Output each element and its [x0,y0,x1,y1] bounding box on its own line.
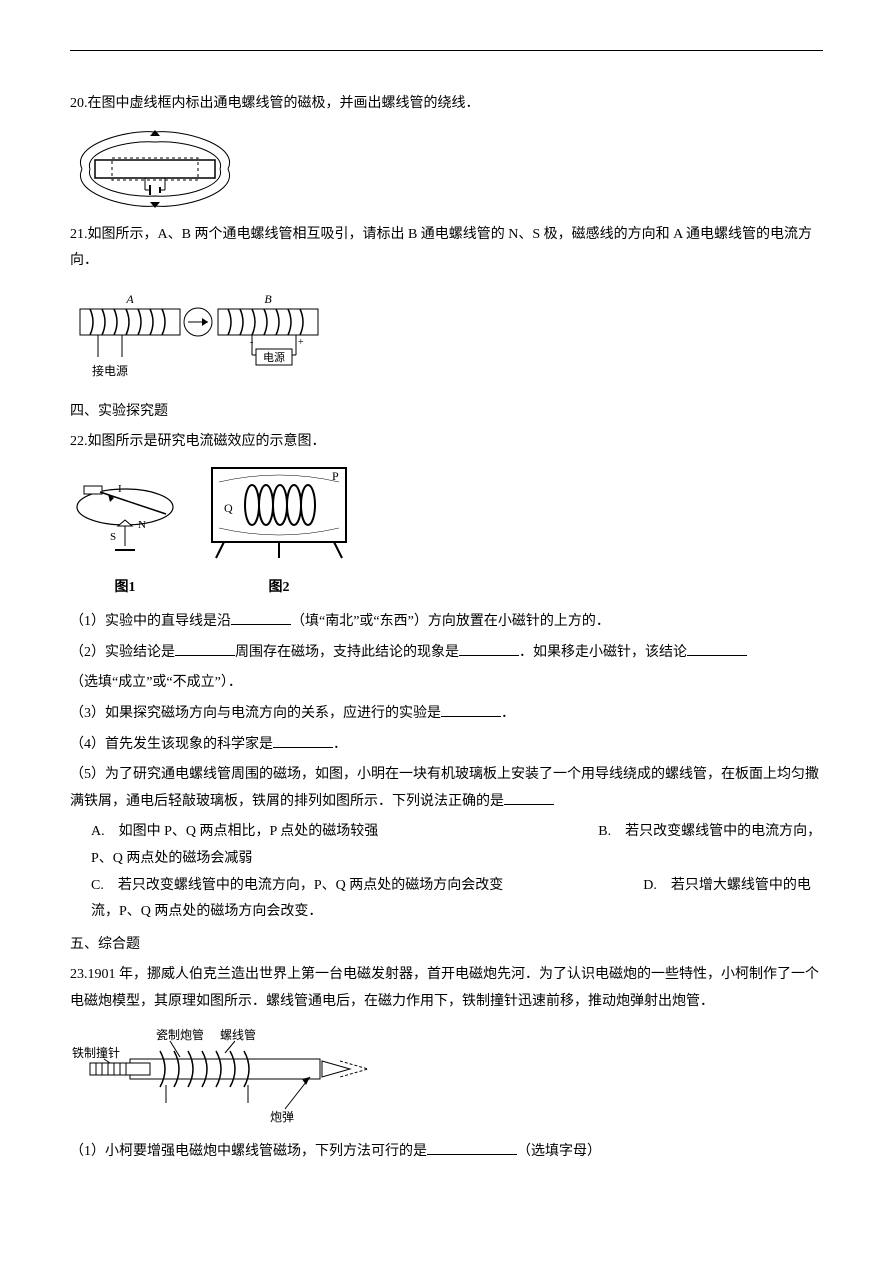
q20-figure [70,124,823,214]
svg-text:S: S [110,531,116,543]
blank [504,791,554,805]
svg-text:I: I [118,483,122,495]
q22-p3a: （3）如果探究磁场方向与电流方向的关系，应进行的实验是 [70,706,441,721]
iron-filings-board-icon: P Q [204,462,354,562]
svg-text:N: N [138,519,146,531]
q22-p2c: ．如果移走小磁针，该结论 [519,645,687,660]
q22-p4a: （4）首先发生该现象的科学家是 [70,737,273,752]
svg-text:Q: Q [224,501,233,515]
q22-part3: （3）如果探究磁场方向与电流方向的关系，应进行的实验是 ． [70,701,823,728]
q22-part2b: （选填“成立”或“不成立”）． [70,670,823,697]
q22-p1b: （填“南北”或“东西”）方向放置在小磁针的上方的． [291,614,610,629]
q20-text: 在图中虚线框内标出通电螺线管的磁极，并画出螺线管的绕线． [88,96,480,111]
q22-part1: （1）实验中的直导线是沿 （填“南北”或“东西”）方向放置在小磁针的上方的． [70,609,823,636]
q21-text: 如图所示，A、B 两个通电螺线管相互吸引，请标出 B 通电螺线管的 N、S 极，… [70,227,812,269]
q20-number: 20. [70,96,88,111]
question-23: 23.1901 年，挪威人伯克兰造出世界上第一台电磁发射器，首开电磁炮先河．为了… [70,962,823,1015]
label-coil: 螺线管 [220,1027,256,1042]
blank [441,703,501,717]
em-gun-icon: 瓷制炮管 螺线管 铁制撞针 炮弹 [70,1021,370,1131]
q22-part5: （5）为了研究通电螺线管周围的磁场，如图，小明在一块有机玻璃板上安装了一个用导线… [70,762,823,815]
q22-p4b: ． [333,737,347,752]
svg-text:P: P [332,469,339,483]
blank [459,642,519,656]
question-22: 22.如图所示是研究电流磁效应的示意图． [70,429,823,456]
label-a: A [125,292,134,306]
q22-figure: I N S 图1 P Q [70,462,823,601]
section-5-title: 五、综合题 [70,932,823,959]
question-20: 20.在图中虚线框内标出通电螺线管的磁极，并画出螺线管的绕线． [70,91,823,118]
question-21: 21.如图所示，A、B 两个通电螺线管相互吸引，请标出 B 通电螺线管的 N、S… [70,222,823,275]
q22-text: 如图所示是研究电流磁效应的示意图． [88,434,326,449]
oersted-setup-icon: I N S [70,472,180,562]
svg-text:+: + [298,337,304,348]
q22-optA-row: A. 如图中 P、Q 两点相比，P 点处的磁场较强B. 若只改变螺线管中的电流方… [91,819,823,872]
q22-p5: （5）为了研究通电螺线管周围的磁场，如图，小明在一块有机玻璃板上安装了一个用导线… [70,767,819,809]
q22-optC: C. 若只改变螺线管中的电流方向，P、Q 两点处的磁场方向会改变 [91,878,503,893]
section-4-title: 四、实验探究题 [70,399,823,426]
q22-cap1: 图1 [70,575,180,602]
q22-number: 22. [70,434,88,449]
q22-p3b: ． [501,706,515,721]
svg-text:-: - [250,337,253,348]
two-solenoids-icon: A B 接电源 电源 - + [70,281,330,391]
q23-part1: （1）小柯要增强电磁炮中螺线管磁场，下列方法可行的是 （选填字母） [70,1139,823,1166]
q23-text: 1901 年，挪威人伯克兰造出世界上第一台电磁发射器，首开电磁炮先河．为了认识电… [70,967,819,1009]
solenoid-field-icon [70,124,240,214]
label-b: B [264,292,272,306]
q23-number: 23. [70,967,88,982]
blank [427,1141,517,1155]
q22-p2a: （2）实验结论是 [70,645,175,660]
q22-cap2: 图2 [204,575,354,602]
q21-number: 21. [70,227,88,242]
label-barrel: 瓷制炮管 [156,1027,204,1042]
label-src-left: 接电源 [92,363,128,378]
blank [687,642,747,656]
q22-part2: （2）实验结论是 周围存在磁场，支持此结论的现象是 ．如果移走小磁针，该结论 [70,640,823,667]
q21-figure: A B 接电源 电源 - + [70,281,823,391]
q22-optC-row: C. 若只改变螺线管中的电流方向，P、Q 两点处的磁场方向会改变D. 若只增大螺… [91,873,823,926]
label-pin: 铁制撞针 [72,1045,120,1060]
label-psrc: 电源 [263,350,285,364]
q22-fig1: I N S 图1 [70,472,180,601]
q23-p1a: （1）小柯要增强电磁炮中螺线管磁场，下列方法可行的是 [70,1144,427,1159]
blank [273,734,333,748]
q22-fig2: P Q 图2 [204,462,354,601]
top-rule [70,50,823,51]
q22-p1a: （1）实验中的直导线是沿 [70,614,231,629]
label-shell: 炮弹 [270,1110,294,1124]
blank [175,642,235,656]
q22-p2d: （选填“成立”或“不成立”）． [70,675,242,690]
q22-part4: （4）首先发生该现象的科学家是 ． [70,732,823,759]
q22-options: A. 如图中 P、Q 两点相比，P 点处的磁场较强B. 若只改变螺线管中的电流方… [70,819,823,925]
blank [231,611,291,625]
q22-p2b: 周围存在磁场，支持此结论的现象是 [235,645,459,660]
q23-figure: 瓷制炮管 螺线管 铁制撞针 炮弹 [70,1021,823,1131]
q22-optA: A. 如图中 P、Q 两点相比，P 点处的磁场较强 [91,824,378,839]
q23-p1b: （选填字母） [517,1144,601,1159]
